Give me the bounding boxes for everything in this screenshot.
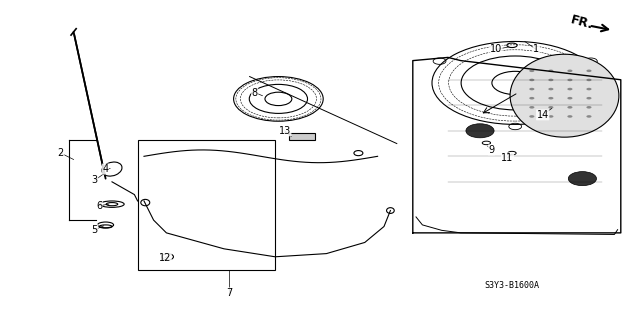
Circle shape bbox=[548, 97, 554, 100]
Circle shape bbox=[529, 79, 534, 81]
Circle shape bbox=[568, 79, 572, 81]
Circle shape bbox=[568, 70, 572, 72]
Circle shape bbox=[529, 97, 534, 100]
Circle shape bbox=[568, 97, 572, 100]
Circle shape bbox=[548, 115, 554, 118]
Text: 7: 7 bbox=[226, 288, 232, 298]
Circle shape bbox=[586, 79, 591, 81]
Circle shape bbox=[586, 106, 591, 108]
Bar bbox=[289, 133, 315, 140]
Text: 6: 6 bbox=[96, 201, 102, 211]
Circle shape bbox=[548, 106, 554, 108]
Circle shape bbox=[586, 70, 591, 72]
Circle shape bbox=[586, 88, 591, 90]
Text: 13: 13 bbox=[278, 126, 291, 136]
Text: 2: 2 bbox=[58, 148, 64, 158]
Circle shape bbox=[568, 88, 572, 90]
Circle shape bbox=[529, 115, 534, 118]
Text: 1: 1 bbox=[533, 44, 540, 55]
Circle shape bbox=[548, 88, 554, 90]
Text: 12: 12 bbox=[159, 253, 172, 263]
Circle shape bbox=[548, 79, 554, 81]
Circle shape bbox=[529, 88, 534, 90]
Circle shape bbox=[529, 106, 534, 108]
Circle shape bbox=[586, 97, 591, 100]
Text: 11: 11 bbox=[501, 153, 514, 163]
Text: 3: 3 bbox=[92, 175, 98, 185]
Text: 5: 5 bbox=[92, 225, 98, 235]
Circle shape bbox=[568, 106, 572, 108]
Circle shape bbox=[568, 115, 572, 118]
Circle shape bbox=[529, 70, 534, 72]
Circle shape bbox=[568, 172, 596, 186]
Text: 9: 9 bbox=[488, 145, 495, 155]
Text: 8: 8 bbox=[252, 87, 258, 98]
Circle shape bbox=[548, 70, 554, 72]
Text: S3Y3-B1600A: S3Y3-B1600A bbox=[484, 281, 540, 290]
Circle shape bbox=[466, 124, 494, 138]
Ellipse shape bbox=[510, 54, 619, 137]
Text: FR.: FR. bbox=[570, 13, 595, 32]
Text: 10: 10 bbox=[490, 44, 502, 55]
Text: 14: 14 bbox=[536, 110, 549, 120]
Circle shape bbox=[586, 115, 591, 118]
Text: 4: 4 bbox=[102, 164, 109, 174]
Bar bbox=[138, 140, 275, 270]
